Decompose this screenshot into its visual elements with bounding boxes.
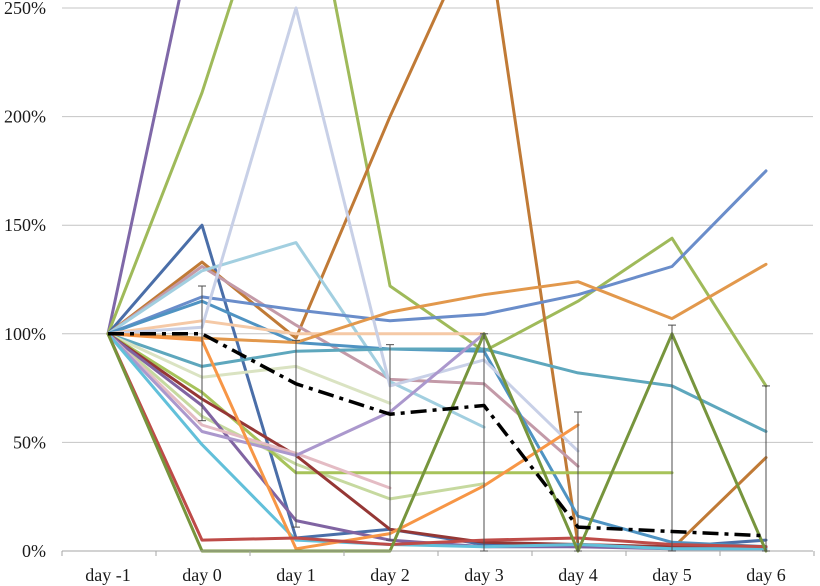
series-line-13 bbox=[106, 332, 392, 405]
series-line-9 bbox=[106, 319, 486, 336]
y-tick-label: 0% bbox=[22, 541, 46, 561]
series-line-18 bbox=[106, 332, 392, 490]
series-line-7 bbox=[106, 169, 768, 336]
mean-series-line bbox=[108, 332, 767, 538]
x-axis-labels: day -1 day 0 day 1 day 2 day 3 day 4 day 5 day … bbox=[85, 565, 785, 585]
x-tick-label: day 1 bbox=[276, 565, 316, 585]
gridlines bbox=[62, 7, 813, 443]
x-tick-label: day 3 bbox=[464, 565, 504, 585]
series-group bbox=[106, 0, 768, 553]
x-tick-label: day 4 bbox=[558, 565, 598, 585]
x-tick-label: day 0 bbox=[182, 565, 222, 585]
x-tick-label: day -1 bbox=[85, 565, 130, 585]
series-line-10 bbox=[106, 6, 580, 453]
y-tick-label: 250% bbox=[4, 0, 46, 18]
series-line-12 bbox=[106, 332, 768, 433]
series-line-5 bbox=[106, 265, 580, 468]
y-axis-labels: 0% 50% 100% 150% 200% 250% bbox=[4, 0, 46, 561]
y-tick-label: 50% bbox=[13, 432, 46, 452]
series-line-22 bbox=[106, 332, 768, 549]
error-bars bbox=[198, 285, 770, 552]
x-tick-label: day 5 bbox=[652, 565, 692, 585]
y-tick-label: 200% bbox=[4, 107, 46, 127]
series-line-11 bbox=[106, 262, 768, 344]
series-line-6 bbox=[106, 241, 486, 429]
y-tick-label: 150% bbox=[4, 215, 46, 235]
x-axis-ticks bbox=[61, 551, 815, 556]
y-tick-label: 100% bbox=[4, 324, 46, 344]
series-line-20 bbox=[106, 332, 768, 551]
series-line-16 bbox=[106, 332, 768, 549]
series-line-2 bbox=[106, 0, 768, 388]
series-line-1 bbox=[106, 0, 181, 336]
x-tick-label: day 2 bbox=[370, 565, 410, 585]
x-tick-label: day 6 bbox=[746, 565, 786, 585]
